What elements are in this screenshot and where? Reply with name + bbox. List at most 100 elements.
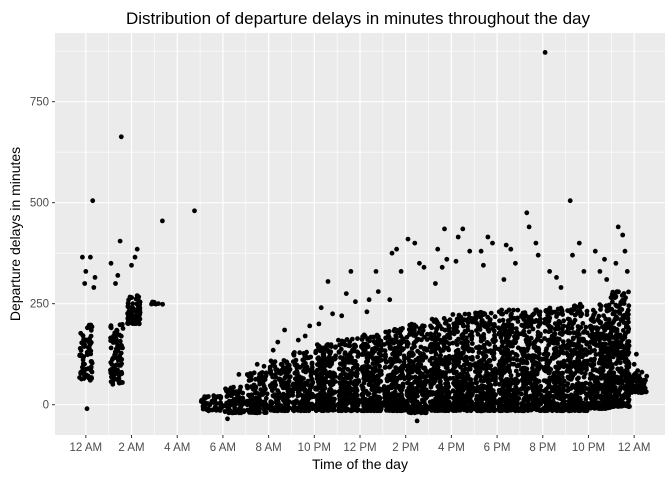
data-point xyxy=(568,369,573,375)
data-point xyxy=(625,395,630,401)
data-point xyxy=(445,381,451,386)
data-point xyxy=(581,336,586,342)
data-point xyxy=(504,358,510,364)
data-point xyxy=(599,333,604,339)
data-point xyxy=(478,323,484,328)
data-point xyxy=(511,339,517,344)
data-point xyxy=(557,362,562,368)
data-point xyxy=(511,307,516,313)
data-point xyxy=(564,406,570,411)
data-point xyxy=(395,408,400,413)
data-point xyxy=(284,360,290,365)
data-point xyxy=(566,321,572,327)
data-point xyxy=(304,398,310,404)
data-point xyxy=(354,371,360,377)
data-point xyxy=(361,374,367,380)
data-point xyxy=(446,407,451,412)
data-point xyxy=(404,339,410,345)
data-point xyxy=(598,353,603,358)
data-point xyxy=(576,359,582,364)
data-point xyxy=(566,386,571,392)
data-point xyxy=(521,402,527,408)
data-point xyxy=(584,308,590,314)
data-point xyxy=(284,365,290,371)
data-point xyxy=(607,402,613,408)
data-point xyxy=(526,377,532,383)
data-point xyxy=(348,369,353,374)
data-point xyxy=(598,393,604,399)
data-point xyxy=(245,407,250,413)
data-point xyxy=(113,363,118,368)
data-point xyxy=(268,368,274,374)
data-point xyxy=(560,385,566,391)
data-point xyxy=(89,359,94,364)
data-point xyxy=(401,359,407,365)
data-point xyxy=(236,372,242,377)
data-point xyxy=(292,401,298,406)
data-point xyxy=(368,379,374,384)
data-point xyxy=(481,336,487,341)
data-point xyxy=(446,323,451,329)
data-point xyxy=(534,318,540,324)
data-point xyxy=(301,376,306,381)
data-point xyxy=(156,301,161,306)
data-point xyxy=(546,318,552,324)
data-point xyxy=(518,391,524,397)
data-point xyxy=(447,317,453,323)
data-point xyxy=(571,336,576,342)
data-point xyxy=(483,349,489,354)
data-point xyxy=(301,384,307,389)
data-point xyxy=(398,269,404,274)
data-point xyxy=(476,364,482,369)
data-point xyxy=(556,318,562,324)
data-point xyxy=(588,391,593,396)
data-point xyxy=(404,374,410,380)
data-point xyxy=(552,331,558,337)
data-point xyxy=(427,332,433,337)
data-point xyxy=(486,328,492,334)
data-point xyxy=(578,397,583,403)
data-point xyxy=(607,364,613,370)
data-point xyxy=(206,394,211,399)
data-point xyxy=(559,326,565,332)
data-point xyxy=(549,340,555,345)
data-point xyxy=(384,408,389,413)
data-point xyxy=(431,380,437,386)
data-point xyxy=(258,387,264,392)
data-point xyxy=(526,403,531,409)
data-point xyxy=(597,302,603,308)
data-point xyxy=(566,308,571,314)
data-point xyxy=(331,399,336,405)
data-point xyxy=(567,359,573,364)
data-point xyxy=(500,384,506,390)
data-point xyxy=(601,313,606,318)
data-point xyxy=(474,328,479,333)
data-point xyxy=(244,372,250,377)
data-point xyxy=(503,402,509,408)
data-point xyxy=(260,392,265,397)
data-point xyxy=(134,246,140,252)
data-point xyxy=(603,398,608,404)
data-point xyxy=(455,234,461,240)
data-point xyxy=(460,226,466,232)
data-point xyxy=(509,329,515,335)
data-point xyxy=(479,408,484,414)
data-point xyxy=(488,382,494,388)
data-point xyxy=(343,396,349,402)
data-point xyxy=(319,399,324,404)
data-point xyxy=(461,406,467,412)
data-point xyxy=(437,379,443,385)
data-point xyxy=(269,388,275,393)
data-point xyxy=(387,338,393,344)
data-point xyxy=(223,387,229,392)
data-point xyxy=(337,401,342,407)
data-point xyxy=(482,384,488,390)
data-point xyxy=(602,404,608,409)
data-point xyxy=(466,311,472,317)
data-point xyxy=(462,393,468,399)
data-point xyxy=(469,402,474,408)
data-point xyxy=(297,402,303,407)
data-point xyxy=(446,395,452,400)
data-point xyxy=(618,370,624,375)
data-point xyxy=(604,277,610,282)
